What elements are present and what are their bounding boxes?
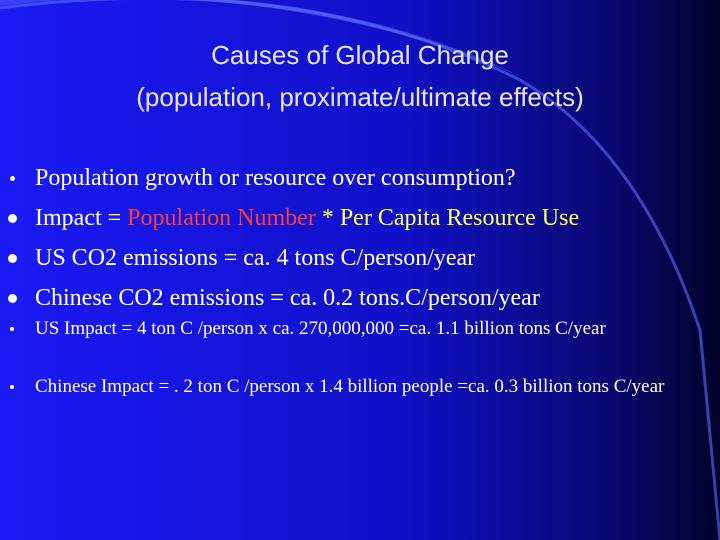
- subtitle: (population, proximate/ultimate effects): [136, 82, 584, 112]
- title: Causes of Global Change: [211, 40, 509, 70]
- bullet: Impact = Population Number * Per Capita …: [35, 203, 715, 233]
- bullet-marker: [10, 385, 14, 389]
- text-segment: US CO2 emissions = ca. 4 tons C/person/y…: [35, 245, 476, 271]
- bullet-marker: [10, 327, 14, 331]
- bullet: Chinese Impact = . 2 ton C /person x 1.4…: [35, 372, 715, 401]
- bullet-marker: [7, 213, 17, 223]
- text-segment: US Impact = 4 ton C /person x ca. 270,00…: [35, 318, 606, 339]
- text-segment: Population Number: [127, 205, 316, 231]
- bullet-marker: [7, 253, 17, 263]
- bullet-marker: [9, 175, 15, 181]
- text-segment: * Per Capita Resource Use: [315, 205, 580, 231]
- bullet: US CO2 emissions = ca. 4 tons C/person/y…: [35, 243, 715, 273]
- bullet: Chinese CO2 emissions = ca. 0.2 tons.C/p…: [35, 283, 715, 313]
- bullet: US Impact = 4 ton C /person x ca. 270,00…: [35, 314, 715, 343]
- text-segment: Chinese Impact = . 2 ton C /person x 1.4…: [35, 376, 665, 397]
- text-segment: Impact =: [35, 205, 128, 231]
- bullet: Population growth or resource over consu…: [35, 163, 715, 193]
- text-segment: Chinese CO2 emissions = ca. 0.2 tons.C/p…: [35, 285, 540, 311]
- text-segment: Population growth or resource over consu…: [35, 165, 516, 191]
- bullet-marker: [7, 293, 17, 303]
